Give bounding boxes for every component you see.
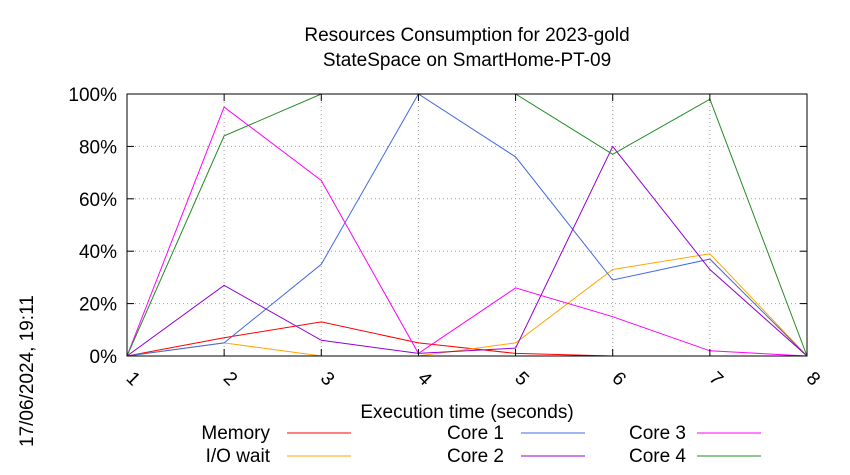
x-tick-label: 2 (219, 368, 241, 390)
x-tick-label: 5 (510, 368, 532, 390)
series-line-core-3 (126, 106, 808, 357)
y-tick-label: 80% (79, 137, 117, 158)
x-tick-label: 4 (413, 368, 436, 391)
series-layer (126, 93, 808, 357)
x-tick-label: 7 (705, 368, 727, 390)
x-tick-label: 1 (122, 368, 144, 390)
y-tick-label: 20% (79, 295, 117, 316)
chart-subtitle: StateSpace on SmartHome-PT-09 (323, 50, 611, 71)
plot-border (126, 93, 808, 357)
y-tick-label: 60% (79, 190, 117, 211)
x-axis: 1 2 3 4 5 6 7 8 (122, 94, 824, 391)
legend-label-core-3: Core 3 (629, 423, 686, 444)
timestamp: 17/06/2024, 19:11 (17, 295, 38, 447)
y-tick-label: 0% (90, 347, 118, 368)
chart-title: Resources Consumption for 2023-gold (304, 25, 629, 46)
legend-label-i-o-wait: I/O wait (206, 446, 271, 467)
series-line-i-o-wait (126, 253, 808, 357)
series-line-core-4 (126, 93, 808, 357)
x-tick-label: 3 (316, 368, 338, 390)
y-tick-label: 40% (79, 242, 117, 263)
series-line-core-1 (126, 93, 808, 357)
legend-label-memory: Memory (201, 423, 270, 444)
grid-lines (127, 94, 807, 356)
x-tick-label: 8 (802, 368, 824, 390)
legend-label-core-1: Core 1 (447, 423, 504, 444)
legend-label-core-2: Core 2 (447, 446, 504, 467)
x-tick-label: 6 (607, 368, 629, 390)
x-axis-label: Execution time (seconds) (360, 402, 573, 423)
y-tick-label: 100% (68, 85, 117, 106)
series-line-core-2 (126, 145, 808, 357)
legend-label-core-4: Core 4 (629, 446, 686, 467)
y-axis: 0% 20% 40% 60% 80% 100% (68, 85, 807, 368)
